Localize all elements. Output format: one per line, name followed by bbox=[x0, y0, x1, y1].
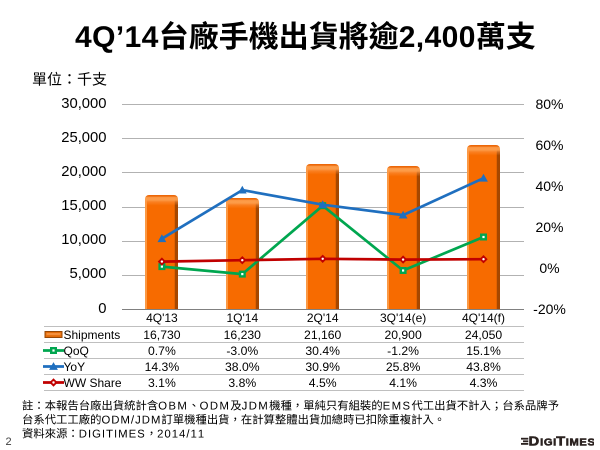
svg-text:IMES: IMES bbox=[566, 437, 594, 447]
svg-text:T: T bbox=[556, 436, 566, 447]
svg-text:IGI: IGI bbox=[540, 437, 557, 447]
svg-text:D: D bbox=[529, 436, 540, 447]
